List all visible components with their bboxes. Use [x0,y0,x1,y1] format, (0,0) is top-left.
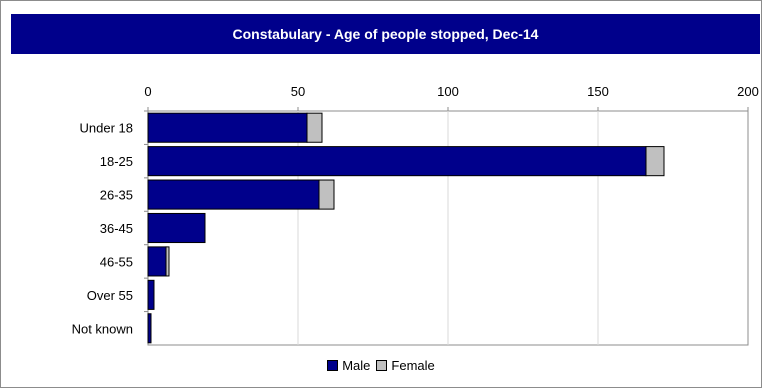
x-tick-label: 200 [737,84,759,99]
legend-item-female: Female [376,358,435,373]
y-tick-label: Not known [72,321,133,336]
y-tick-label: 46-55 [100,254,133,269]
y-tick-label: 26-35 [100,188,133,203]
y-tick-label: 18-25 [100,154,133,169]
bar-male-46-55 [147,246,167,277]
bar-female-26-35 [318,179,335,210]
legend-label-female: Female [391,358,435,373]
chart-title-bar: Constabulary - Age of people stopped, De… [11,14,760,54]
bar-male-36-45 [147,212,206,244]
y-tick-label: 36-45 [100,221,133,236]
bar-male-26-35 [147,179,320,210]
bar-male-18-25 [147,146,647,177]
bar-female-under-18 [306,112,323,143]
bar-female-46-55 [165,246,170,277]
legend-swatch-male [327,360,339,371]
legend-swatch-female [376,360,388,371]
y-tick-label: Over 55 [87,288,133,303]
legend-item-male: Male [327,358,370,373]
legend: Male Female [0,358,762,373]
x-tick-label: 0 [144,84,151,99]
chart-title: Constabulary - Age of people stopped, De… [232,26,539,42]
bar-female-18-25 [645,146,665,177]
bar-male-not-known [147,313,152,344]
x-tick-label: 50 [291,84,305,99]
bar-male-over-55 [147,279,155,310]
legend-label-male: Male [342,358,371,373]
bar-male-under-18 [147,112,308,143]
x-tick-label: 150 [587,84,609,99]
y-tick-label: Under 18 [80,121,133,136]
x-tick-label: 100 [437,84,459,99]
